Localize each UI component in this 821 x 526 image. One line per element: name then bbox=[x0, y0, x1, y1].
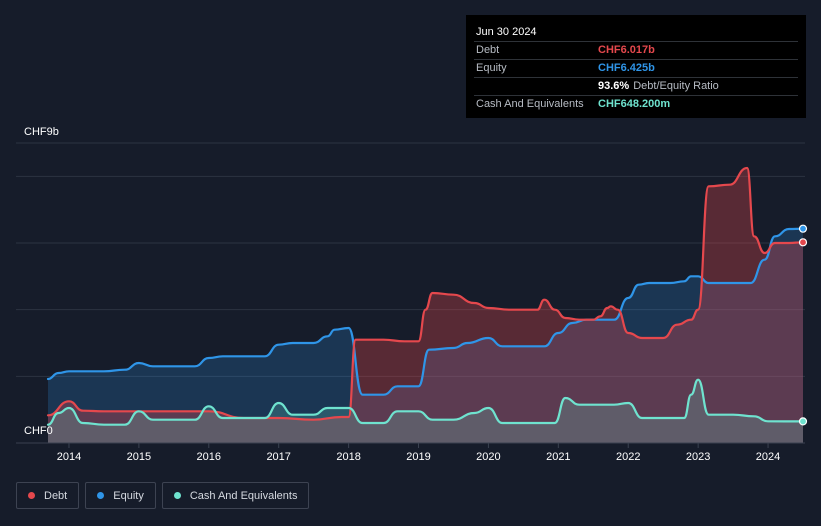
x-tick-label: 2022 bbox=[616, 451, 640, 463]
tooltip-label: Equity bbox=[476, 62, 507, 74]
legend-dot-icon bbox=[173, 492, 181, 499]
line-equity bbox=[46, 227, 805, 396]
tooltip-value: 93.6% bbox=[598, 80, 630, 92]
x-axis: 2014 2015 2016 2017 2018 2019 2020 2021 2022 2023… bbox=[16, 442, 805, 463]
tooltip-row-equity: Equity CHF6.425b bbox=[474, 59, 798, 77]
tooltip-row-ratio: 93.6% Debt/Equity Ratio bbox=[474, 77, 798, 95]
x-tick-label: 2021 bbox=[546, 451, 570, 463]
x-tick-label: 2015 bbox=[127, 451, 151, 463]
tooltip-label: Debt bbox=[476, 44, 500, 56]
line-debt bbox=[46, 166, 805, 421]
legend-dot-icon bbox=[97, 492, 105, 499]
x-tick-label: 2024 bbox=[756, 451, 780, 463]
legend-item-cash[interactable]: Cash And Equivalents bbox=[161, 482, 310, 509]
end-markers bbox=[798, 224, 808, 426]
legend-item-debt[interactable]: Debt bbox=[16, 482, 80, 509]
legend: Debt Equity Cash And Equivalents bbox=[16, 482, 315, 509]
line-cash-and-equivalents bbox=[46, 378, 805, 426]
x-tick-label: 2020 bbox=[476, 451, 500, 463]
tooltip-row-cash: Cash And Equivalents CHF648.200m bbox=[474, 95, 798, 113]
tooltip-label: Cash And Equivalents bbox=[476, 98, 584, 110]
tooltip-value: CHF6.425b bbox=[598, 62, 655, 74]
x-tick-label: 2017 bbox=[266, 451, 290, 463]
x-tick-label: 2023 bbox=[686, 451, 710, 463]
tooltip-value: CHF6.017b bbox=[598, 44, 655, 56]
area-equity bbox=[48, 228, 803, 443]
tooltip-value: CHF648.200m bbox=[598, 98, 671, 110]
tooltip-panel: Jun 30 2024 Debt CHF6.017b Equity CHF6.4… bbox=[466, 15, 806, 118]
legend-dot-icon bbox=[28, 492, 35, 499]
tooltip-date: Jun 30 2024 bbox=[476, 26, 537, 38]
end-marker-cash-and-equivalents bbox=[798, 417, 808, 426]
x-tick-label: 2014 bbox=[57, 451, 81, 463]
end-marker-equity bbox=[798, 224, 808, 233]
area-cash-and-equivalents bbox=[48, 379, 803, 443]
legend-label: Equity bbox=[113, 489, 144, 502]
series-layer bbox=[46, 166, 805, 443]
tooltip-label bbox=[476, 78, 598, 95]
x-tick-label: 2016 bbox=[197, 451, 221, 463]
tooltip-row-debt: Debt CHF6.017b bbox=[474, 41, 798, 59]
x-tick-label: 2018 bbox=[336, 451, 360, 463]
legend-item-equity[interactable]: Equity bbox=[85, 482, 156, 509]
x-tick-label: 2019 bbox=[406, 451, 430, 463]
y-axis-top-label: CHF9b bbox=[24, 126, 59, 138]
legend-label: Debt bbox=[44, 489, 68, 502]
area-debt bbox=[48, 168, 803, 443]
y-axis-bottom-label: CHF0 bbox=[24, 425, 53, 437]
legend-label: Cash And Equivalents bbox=[189, 489, 298, 502]
end-marker-debt bbox=[798, 238, 808, 247]
tooltip-ratio-label: Debt/Equity Ratio bbox=[633, 80, 719, 92]
